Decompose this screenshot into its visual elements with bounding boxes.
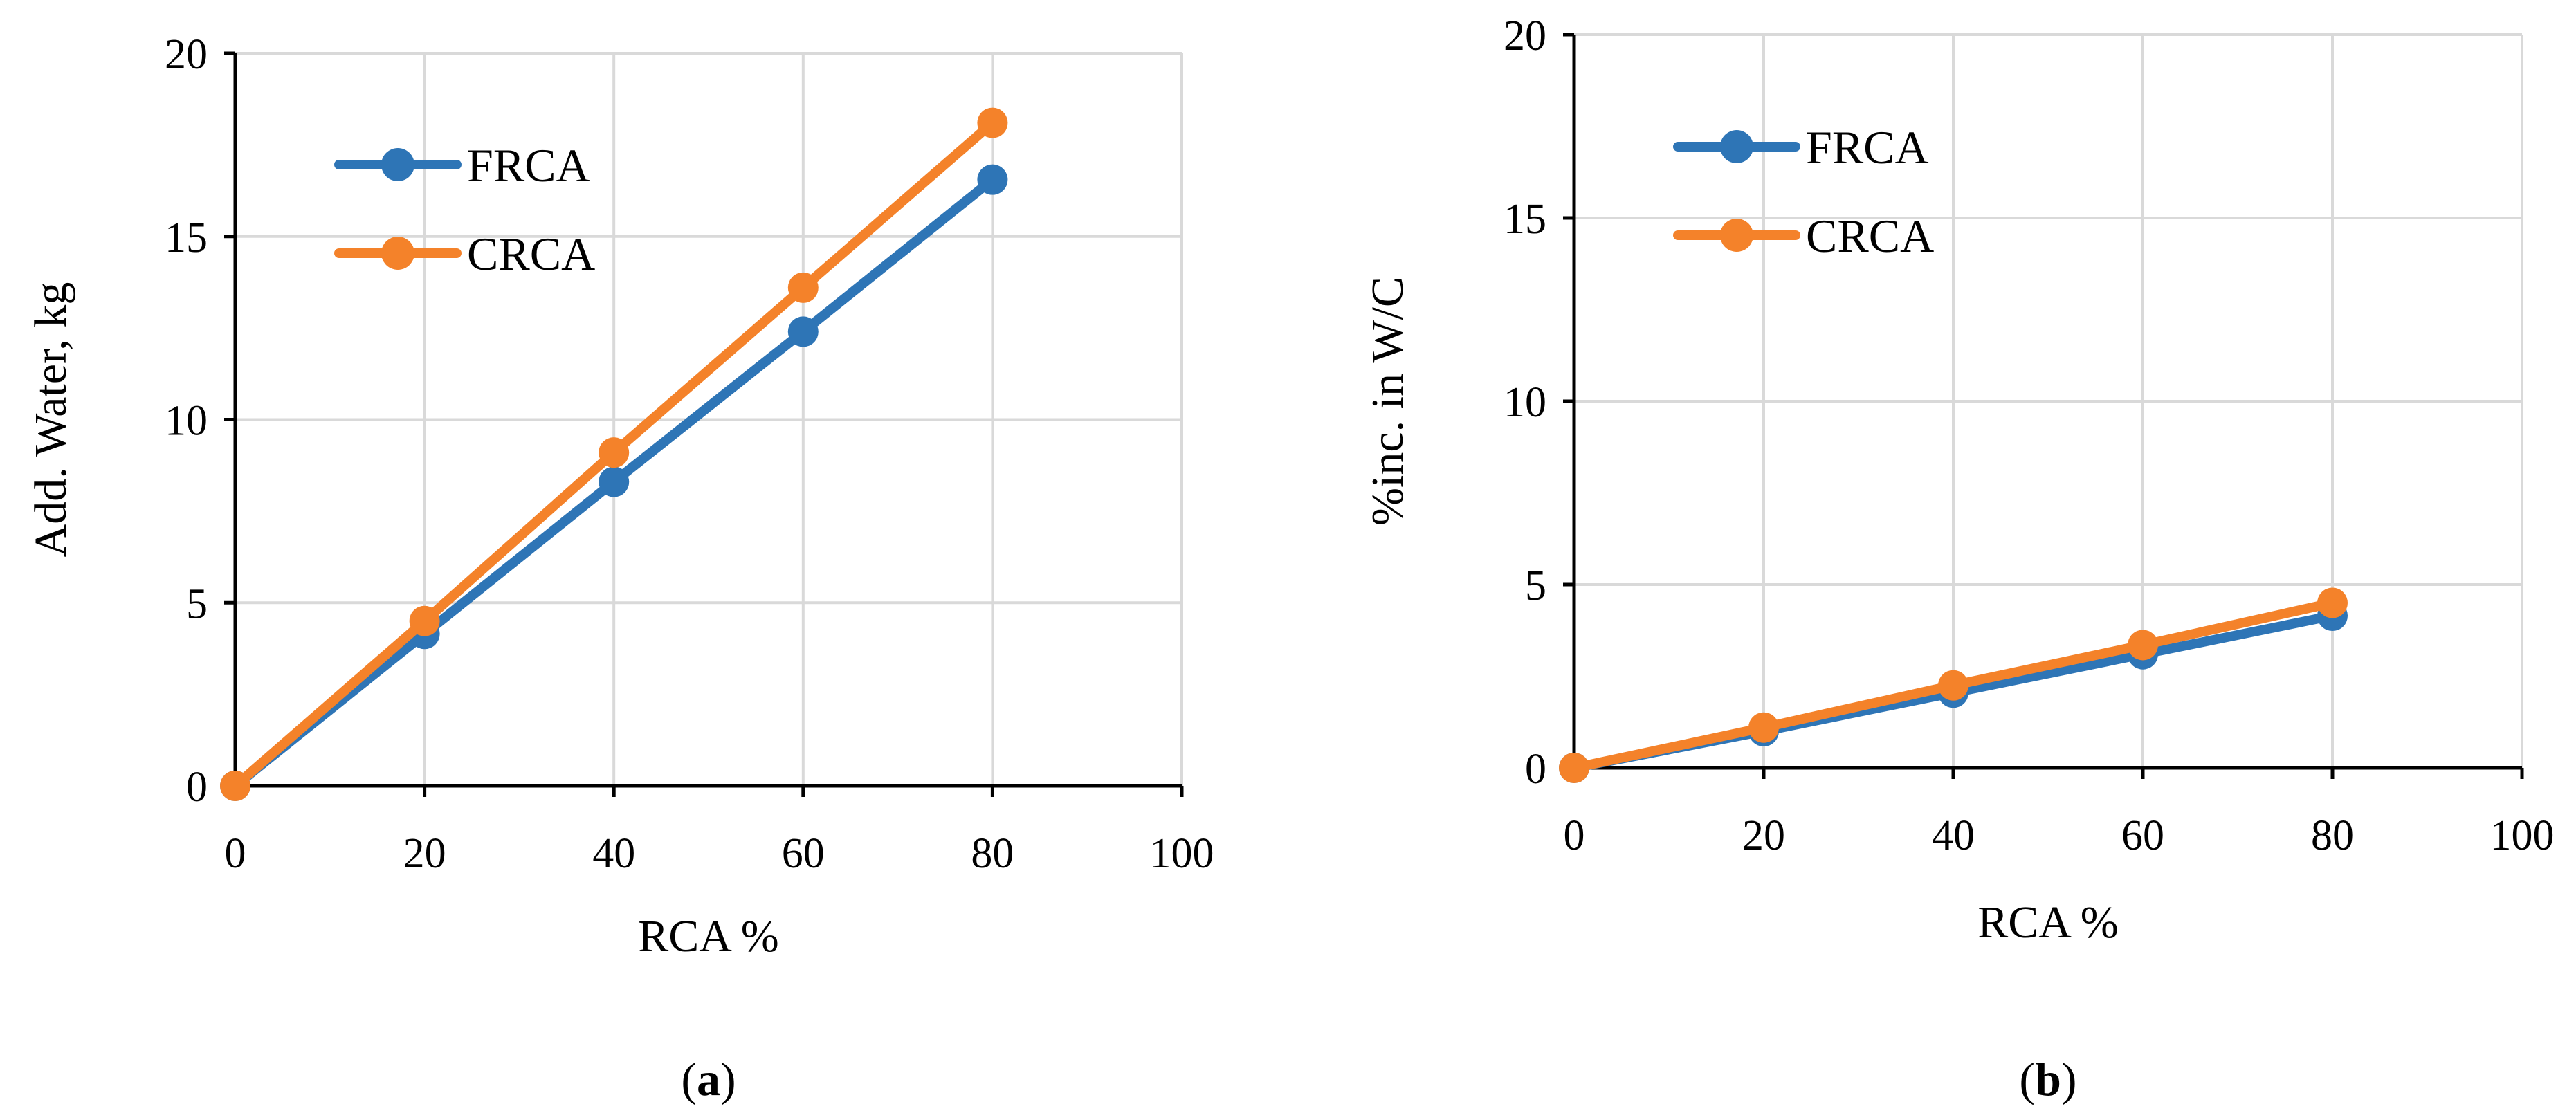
y-tick-label: 15 <box>165 214 208 261</box>
caption-letter: b <box>2035 1053 2061 1105</box>
y-axis-title: %inc. in W/C <box>1362 277 1413 526</box>
data-point-crca <box>977 107 1008 138</box>
panel-caption: (b) <box>2019 1053 2076 1105</box>
legend-label-crca: CRCA <box>1806 210 1934 262</box>
data-point-crca <box>2128 630 2158 661</box>
x-tick-label: 80 <box>2311 812 2354 859</box>
data-point-frca <box>787 316 819 347</box>
y-tick-label: 20 <box>165 31 208 78</box>
legend-label-crca: CRCA <box>467 228 595 280</box>
y-tick-label: 0 <box>186 764 208 811</box>
caption-paren-open: ( <box>2019 1053 2035 1105</box>
data-point-crca <box>2317 587 2348 618</box>
x-tick-label: 100 <box>2490 812 2555 859</box>
legend: FRCA CRCA <box>1673 121 1934 262</box>
x-tick-label: 60 <box>2121 812 2164 859</box>
x-tick-label: 20 <box>1742 812 1785 859</box>
x-tick-label: 80 <box>971 830 1014 877</box>
data-point-crca <box>220 771 250 801</box>
legend: FRCA CRCA <box>334 139 595 280</box>
x-tick-label: 40 <box>592 830 635 877</box>
data-point-frca <box>977 164 1008 195</box>
data-point-crca <box>409 605 440 636</box>
legend-label-frca: FRCA <box>1806 121 1929 174</box>
y-tick-label: 5 <box>186 580 208 627</box>
legend-marker-frca <box>1720 130 1753 163</box>
caption-paren-close: ) <box>720 1053 736 1105</box>
x-tick-label: 0 <box>1564 812 1585 859</box>
caption-letter: a <box>697 1053 720 1105</box>
x-axis-title: RCA % <box>638 911 779 962</box>
chart-a: 0 5 10 15 20 0 20 40 60 80 100 RCA % Add. Water, kg F… <box>26 31 1214 1105</box>
data-point-crca <box>599 437 630 468</box>
y-tick-label: 15 <box>1504 196 1546 243</box>
x-tick-label: 20 <box>403 830 446 877</box>
data-point-frca <box>599 466 630 497</box>
x-tick-label: 60 <box>782 830 825 877</box>
legend-marker-frca <box>381 148 414 181</box>
x-axis-title: RCA % <box>1977 897 2119 948</box>
legend-label-frca: FRCA <box>467 139 590 192</box>
caption-paren-close: ) <box>2061 1053 2077 1105</box>
chart-b: 0 5 10 15 20 0 20 40 60 80 100 RCA % %inc. in W/C FRC… <box>1362 12 2555 1105</box>
x-tick-label: 0 <box>225 830 246 877</box>
data-point-crca <box>1559 753 1589 783</box>
legend-marker-crca <box>381 237 414 270</box>
x-tick-label: 100 <box>1150 830 1214 877</box>
data-point-crca <box>1938 670 1968 701</box>
y-tick-label: 5 <box>1525 562 1546 609</box>
y-axis-title: Add. Water, kg <box>26 282 76 558</box>
y-tick-label: 0 <box>1525 746 1546 793</box>
y-tick-label: 10 <box>1504 379 1546 426</box>
y-tick-label: 10 <box>165 398 208 445</box>
y-tick-label: 20 <box>1504 12 1546 59</box>
panel-caption: (a) <box>681 1053 736 1105</box>
caption-paren-open: ( <box>681 1053 697 1105</box>
legend-marker-crca <box>1720 219 1753 252</box>
x-tick-label: 40 <box>1932 812 1975 859</box>
data-point-crca <box>787 272 819 303</box>
data-point-crca <box>1748 712 1779 743</box>
